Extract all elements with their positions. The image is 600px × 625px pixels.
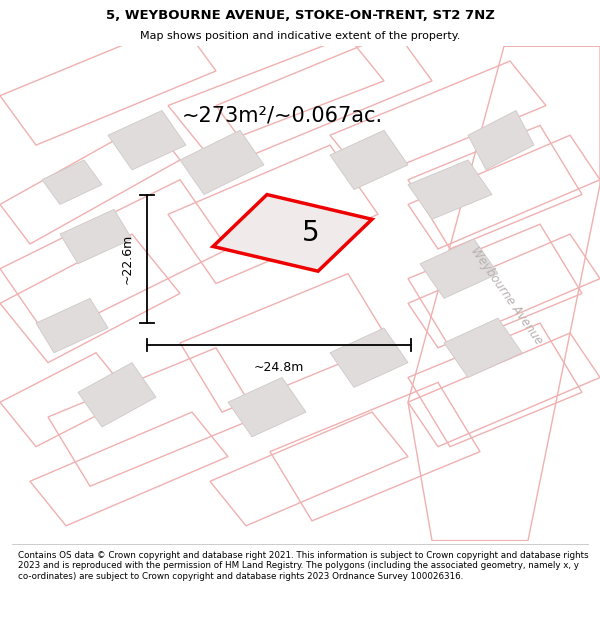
Text: Weybourne Avenue: Weybourne Avenue [469,244,545,347]
Text: Contains OS data © Crown copyright and database right 2021. This information is : Contains OS data © Crown copyright and d… [18,551,589,581]
Text: Map shows position and indicative extent of the property.: Map shows position and indicative extent… [140,31,460,41]
Polygon shape [213,194,372,271]
Polygon shape [78,362,156,427]
Text: ~24.8m: ~24.8m [254,361,304,374]
Polygon shape [60,209,132,264]
Polygon shape [408,160,492,219]
Polygon shape [36,298,108,352]
Text: 5, WEYBOURNE AVENUE, STOKE-ON-TRENT, ST2 7NZ: 5, WEYBOURNE AVENUE, STOKE-ON-TRENT, ST2… [106,9,494,22]
Polygon shape [330,130,408,189]
Polygon shape [180,130,264,194]
Polygon shape [42,160,102,204]
Text: ~273m²/~0.067ac.: ~273m²/~0.067ac. [181,106,383,126]
Text: 5: 5 [302,219,319,247]
Polygon shape [108,111,186,170]
Text: ~22.6m: ~22.6m [121,234,134,284]
Polygon shape [420,239,498,298]
Polygon shape [228,378,306,437]
Polygon shape [330,328,408,388]
Polygon shape [444,318,522,378]
Polygon shape [468,111,534,170]
